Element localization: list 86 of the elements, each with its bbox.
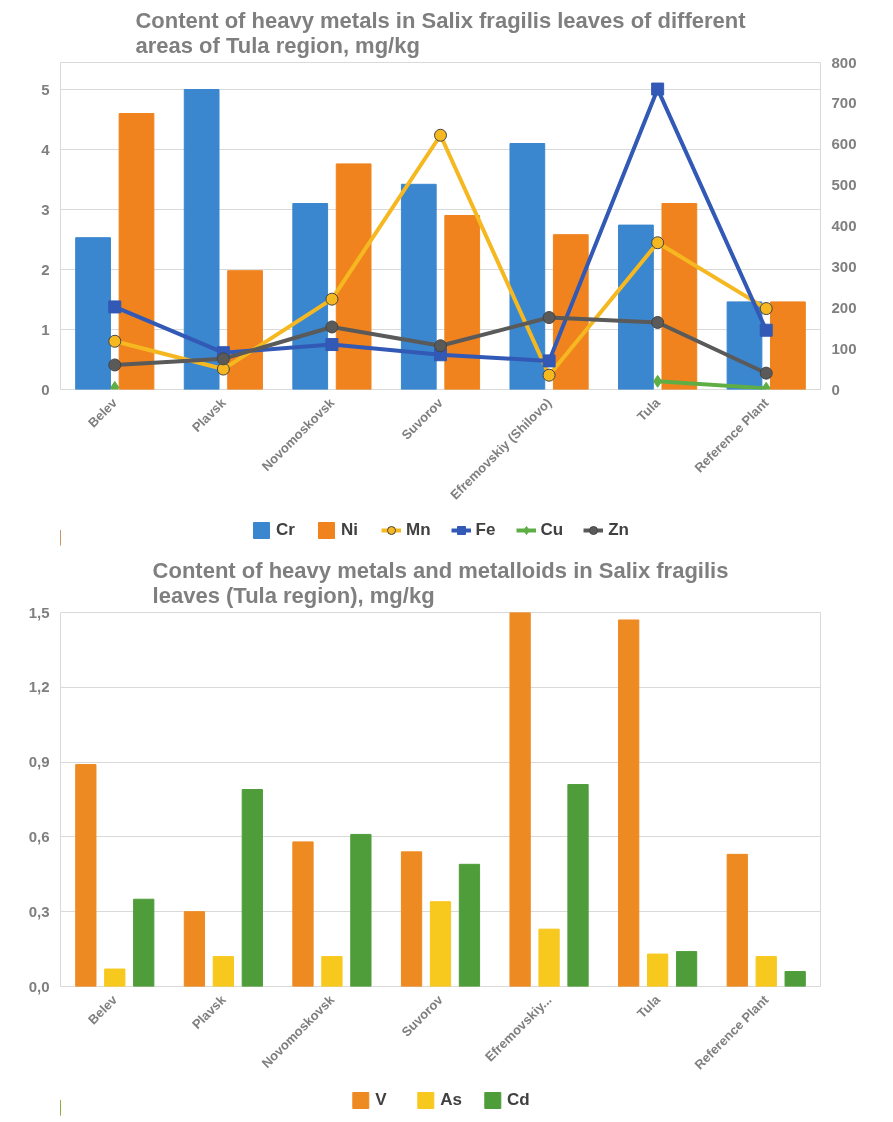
point: [325, 338, 339, 352]
x-tick-label: Tula: [634, 991, 664, 1022]
bar: [618, 619, 640, 987]
y2-tick-label: 400: [831, 217, 857, 234]
bar: [400, 851, 423, 987]
x-tick-label: Tula: [634, 394, 664, 425]
bar: [75, 237, 111, 390]
y-tick-label: 0,6: [28, 827, 50, 845]
chart-title: Content of heavy metals and metalloids in Salix fragilis leaves (Tula region), mg/kg: [152, 557, 729, 608]
y2-tick-label: 0: [831, 380, 840, 398]
point: [651, 315, 665, 329]
bar: [241, 789, 263, 987]
point: [434, 339, 447, 353]
point: [542, 368, 556, 382]
y2-tick-label: 600: [831, 135, 857, 153]
y-tick-label: 5: [41, 80, 50, 98]
point: [542, 311, 556, 325]
legend-label: Cd: [507, 1090, 530, 1110]
legend-label: Cr: [276, 520, 296, 540]
chart-title: Content of heavy metals in Salix fragilis leaves of different areas of Tula region, mg/kg: [135, 7, 747, 58]
legend-label: Cu: [540, 520, 564, 540]
point: [325, 292, 339, 306]
bar: [429, 901, 452, 987]
y-tick-label: 0,9: [28, 753, 50, 771]
point: [108, 300, 122, 314]
bar: [770, 301, 806, 390]
bar: [400, 183, 437, 390]
bar: [458, 863, 481, 987]
point: [653, 374, 663, 388]
y-tick-label: 0: [41, 380, 50, 398]
bar: [755, 956, 777, 987]
bar: [183, 911, 206, 987]
y-tick-label: 3: [41, 200, 50, 218]
y-tick-label: 0,3: [28, 902, 50, 920]
legend-label: Fe: [475, 520, 496, 540]
bar: [133, 898, 155, 987]
bar: [618, 224, 654, 390]
bar: [321, 956, 343, 987]
bar: [104, 968, 126, 987]
bar: [509, 143, 546, 390]
y-tick-label: 1,5: [28, 603, 50, 621]
y-tick-label: 1,2: [28, 678, 50, 696]
legend-label: Ni: [341, 520, 359, 540]
y2-tick-label: 300: [831, 257, 857, 275]
bar: [227, 270, 263, 390]
bar: [292, 203, 329, 390]
y2-tick-label: 800: [831, 53, 857, 71]
point: [651, 82, 665, 96]
point: [759, 323, 773, 337]
legend-label: Mn: [406, 520, 431, 540]
y2-tick-label: 100: [831, 339, 857, 357]
point: [434, 128, 447, 142]
y-tick-label: 0,0: [28, 977, 50, 995]
bar: [350, 833, 372, 987]
bar: [647, 953, 669, 987]
point: [216, 352, 230, 366]
bar: [183, 89, 220, 390]
legend-label: As: [440, 1090, 463, 1110]
point: [759, 366, 773, 380]
y-tick-label: 4: [41, 140, 51, 158]
point: [759, 302, 773, 316]
bar: [538, 928, 560, 987]
y2-tick-label: 700: [831, 94, 857, 112]
y-tick-label: 1: [41, 320, 50, 338]
bar: [444, 215, 481, 390]
point: [216, 362, 230, 376]
bar: [335, 163, 372, 390]
y-tick-label: 2: [41, 260, 50, 278]
bar: [118, 113, 155, 390]
bar: [567, 784, 589, 987]
bar: [726, 853, 748, 987]
point: [651, 236, 665, 250]
y2-tick-label: 200: [831, 298, 857, 316]
point: [108, 334, 122, 348]
point: [108, 358, 122, 372]
bar: [675, 951, 698, 987]
bar: [292, 841, 314, 987]
point: [542, 354, 556, 368]
bar: [75, 764, 97, 987]
legend-label: V: [375, 1090, 388, 1110]
bar: [509, 612, 531, 987]
bar: [784, 971, 806, 987]
bar: [212, 956, 234, 987]
point: [325, 320, 339, 334]
legend-label: Zn: [608, 520, 629, 540]
y2-tick-label: 500: [831, 176, 857, 194]
